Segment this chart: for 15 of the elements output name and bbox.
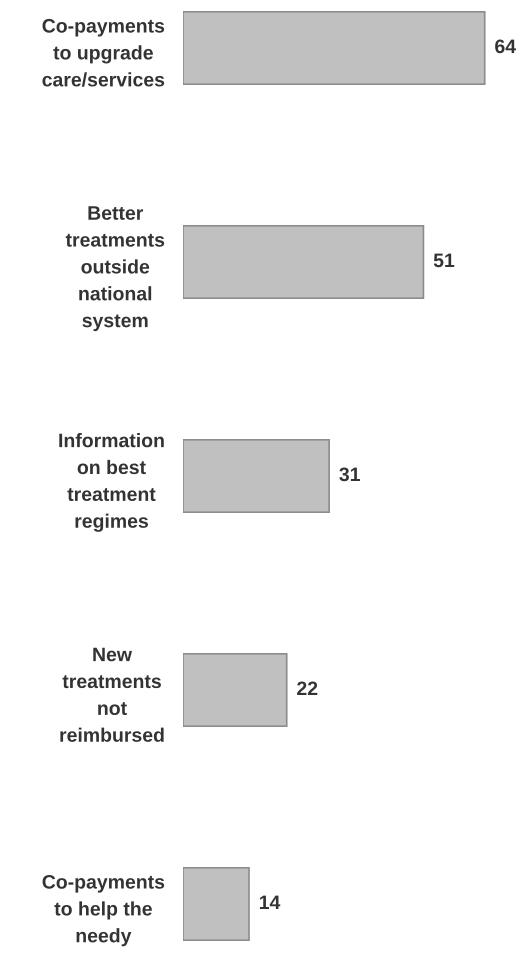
y-tick-label: New treatments not reimbursed bbox=[60, 648, 164, 742]
y-tick-label: Co-payments to help the needy bbox=[42, 874, 164, 946]
bar bbox=[183, 867, 250, 941]
bar bbox=[183, 439, 330, 513]
y-tick-label: Co-payments to upgrade care/services bbox=[42, 18, 164, 87]
data-label: 64 bbox=[495, 39, 516, 54]
bar bbox=[183, 653, 288, 727]
data-label: 14 bbox=[260, 896, 280, 910]
data-label: 31 bbox=[339, 467, 360, 482]
data-label: 51 bbox=[434, 254, 454, 268]
y-tick-label: Information on best treatment regimes bbox=[59, 433, 164, 532]
bar bbox=[183, 225, 424, 299]
y-tick-label: Better treatments outside national system bbox=[66, 206, 164, 332]
bar bbox=[183, 11, 486, 85]
data-label: 22 bbox=[297, 681, 318, 696]
